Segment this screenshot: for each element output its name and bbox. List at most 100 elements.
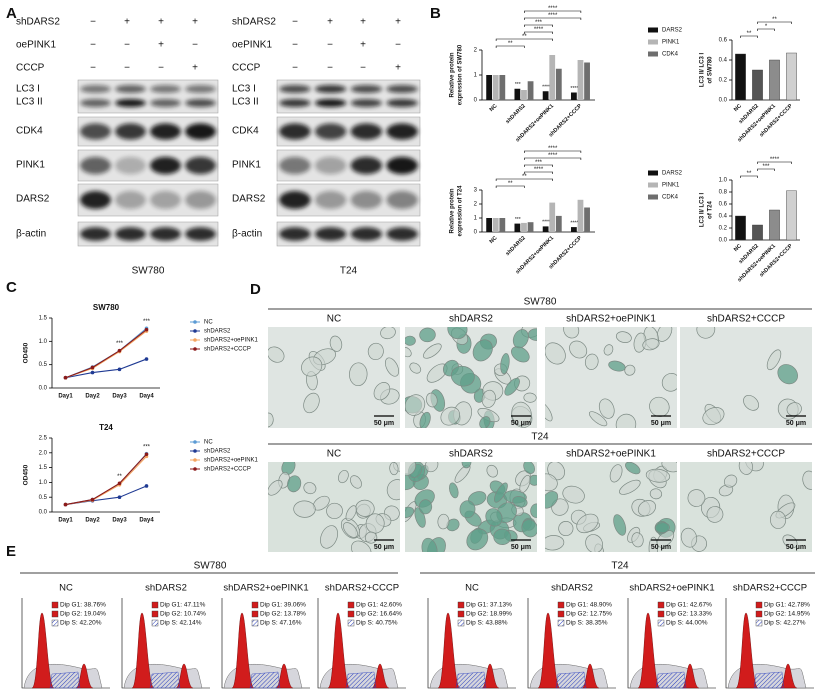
y-axis-label: LC3 II/ LC3 I <box>700 193 706 228</box>
group-title: T24 <box>531 432 549 443</box>
blot-band <box>115 227 146 241</box>
legend-label: shDARS2 <box>204 329 231 335</box>
point <box>144 484 149 488</box>
legend-label: PINK1 <box>662 40 680 46</box>
panel-letter: C <box>6 279 17 296</box>
cell <box>642 338 660 351</box>
s-phase <box>345 671 377 689</box>
y-tick-label: 0.4 <box>719 58 728 64</box>
legend-label: shDARS2+CCCP <box>204 467 251 473</box>
significance-label: **** <box>548 153 558 159</box>
point <box>144 327 149 332</box>
cell <box>504 377 520 396</box>
legend-label: CDK4 <box>662 195 679 201</box>
legend-swatch <box>51 610 59 618</box>
y-tick-label: 0.4 <box>719 214 728 220</box>
blot-band <box>314 156 347 175</box>
legend-marker <box>193 329 197 333</box>
blot-band <box>115 99 146 107</box>
cell <box>598 398 615 419</box>
cell <box>301 356 323 377</box>
condition-sign: + <box>158 40 164 51</box>
point <box>117 348 122 353</box>
condition-sign: + <box>192 17 198 28</box>
y-tick-label: 0.5 <box>39 495 48 501</box>
condition-sign: − <box>292 63 298 74</box>
blot-band <box>185 191 216 209</box>
legend-label: DARS2 <box>662 28 683 34</box>
significance-label: **** <box>548 6 558 12</box>
x-tick-label: NC <box>733 103 743 113</box>
blot-band <box>185 85 216 93</box>
series-line <box>65 358 147 379</box>
blot-band <box>350 123 383 140</box>
y-axis-label: Relative protein <box>450 188 456 233</box>
y-axis-label: OD450 <box>23 464 30 485</box>
micrograph <box>545 462 677 552</box>
legend-marker <box>193 347 197 351</box>
plot-label: NC <box>59 583 73 594</box>
stat-label: Dip G2: 18.99% <box>466 611 512 618</box>
legend-swatch <box>648 51 658 57</box>
blot-band <box>350 99 383 107</box>
significance-label: *** <box>515 82 521 88</box>
cell <box>649 488 663 500</box>
cell <box>367 342 384 361</box>
significance-label: **** <box>548 146 558 152</box>
cell <box>500 353 510 375</box>
chart-title: SW780 <box>93 303 120 312</box>
cell <box>743 394 759 411</box>
legend-swatch <box>347 619 355 627</box>
blot-band <box>185 99 216 107</box>
legend-swatch <box>51 601 59 609</box>
significance-label: ** <box>117 474 122 480</box>
legend-swatch <box>648 170 658 176</box>
g1-peak <box>31 612 55 689</box>
blot-band <box>115 156 146 175</box>
protein-label: β-actin <box>232 229 262 240</box>
y-tick-label: 0.6 <box>719 202 728 208</box>
cell <box>418 499 433 515</box>
cell <box>425 392 438 408</box>
blot-band <box>279 227 311 241</box>
cell <box>569 340 588 359</box>
x-tick-label: Day3 <box>112 518 127 524</box>
legend-label: DARS2 <box>662 171 683 177</box>
cell <box>519 474 531 494</box>
cell <box>619 479 641 495</box>
significance-label: ** <box>508 41 513 47</box>
bar <box>752 224 763 241</box>
scale-bar-label: 50 μm <box>374 544 394 551</box>
bar <box>577 60 584 100</box>
significance-label: **** <box>542 220 550 226</box>
group-title: SW780 <box>194 561 227 572</box>
condition-label: shDARS2+CCCP <box>707 314 785 325</box>
cell <box>493 482 508 503</box>
s-phase <box>149 671 181 689</box>
stat-label: Dip S: 44.00% <box>666 620 708 627</box>
cell <box>385 357 400 377</box>
cell <box>523 392 537 403</box>
s-phase <box>49 671 81 689</box>
y-axis-label: expression of SW780 <box>458 44 464 105</box>
y-axis-label: OD450 <box>23 342 30 363</box>
protein-label: LC3 II <box>232 97 259 108</box>
protein-label: LC3 I <box>16 84 40 95</box>
blot-band <box>350 227 383 241</box>
y-tick-label: 0.5 <box>39 362 48 368</box>
bar <box>486 75 493 100</box>
condition-label: shDARS2 <box>449 314 493 325</box>
blot-band <box>386 85 418 93</box>
series-line <box>65 327 147 379</box>
legend-swatch <box>657 610 665 618</box>
legend-label: NC <box>204 440 213 446</box>
stat-label: Dip G1: 42.78% <box>764 602 810 609</box>
legend-swatch <box>457 610 465 618</box>
y-tick-label: 0.0 <box>39 386 48 392</box>
protein-label: PINK1 <box>232 160 261 171</box>
cell <box>613 514 627 536</box>
panel-letter: A <box>6 5 17 22</box>
cell <box>268 412 274 428</box>
blot-band <box>279 99 311 107</box>
g1-peak <box>437 612 461 689</box>
